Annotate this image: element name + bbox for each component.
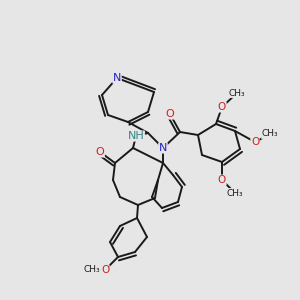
Text: CH₃: CH₃ bbox=[227, 188, 243, 197]
Text: O: O bbox=[251, 137, 259, 147]
Text: O: O bbox=[96, 147, 104, 157]
Text: O: O bbox=[166, 109, 174, 119]
Text: O: O bbox=[218, 175, 226, 185]
Text: CH₃: CH₃ bbox=[262, 130, 278, 139]
Text: CH₃: CH₃ bbox=[229, 88, 245, 98]
Text: CH₃: CH₃ bbox=[84, 266, 100, 274]
Text: O: O bbox=[101, 265, 109, 275]
Text: NH: NH bbox=[128, 131, 144, 141]
Text: O: O bbox=[218, 102, 226, 112]
Text: N: N bbox=[113, 73, 121, 83]
Text: N: N bbox=[159, 143, 167, 153]
